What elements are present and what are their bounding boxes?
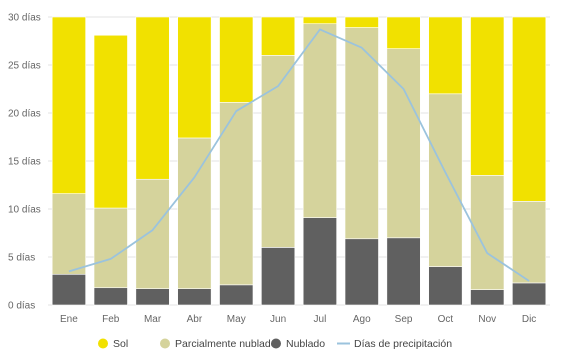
legend-label: Sol [113,338,128,350]
bar-parcialmente-nublado-sep [386,48,421,239]
x-tick-label: Dic [522,314,536,325]
x-tick-label: Nov [478,314,496,325]
bar-parcialmente-nublado-jun [261,55,296,248]
x-axis-ticks: Ene Feb Mar Abr May Jun Jul Ago Sep Oct Nov Dic [60,314,536,325]
bars [51,16,547,306]
legend-label: Parcialmente nublado [175,338,277,350]
bar-parcialmente-nublado-abr [177,137,212,289]
bar-parcialmente-nublado-ago [344,27,379,240]
y-tick-label: 25 días [8,61,41,72]
bar-sol-feb [93,34,128,209]
bar-sol-oct [428,16,463,95]
bar-parcialmente-nublado-dic [512,201,547,284]
precipitation-line-layer [68,28,530,282]
bar-parcialmente-nublado-may [219,102,254,286]
bar-nublado-mar [135,288,170,306]
y-tick-label: 20 días [8,109,41,120]
bar-nublado-ene [51,273,86,306]
bar-nublado-oct [428,266,463,306]
y-tick-label: 30 días [8,13,41,24]
bar-sol-may [219,16,254,103]
legend-marker-sol [98,338,108,349]
bar-nublado-jun [261,247,296,306]
x-tick-label: Oct [438,314,454,325]
legend-label: Nublado [286,338,325,350]
legend-label: Días de precipitación [354,338,452,350]
x-tick-label: May [227,314,246,325]
bar-parcialmente-nublado-ene [51,193,86,275]
x-tick-label: Sep [395,314,413,325]
precipitation-days-line [68,28,530,282]
bar-nublado-jul [302,217,337,306]
legend-marker-parcialmente-nublado [160,338,170,349]
x-tick-label: Ago [353,314,371,325]
x-tick-label: Mar [144,314,162,325]
bar-sol-jun [261,16,296,56]
bar-sol-mar [135,16,170,180]
bar-sol-abr [177,16,212,139]
bar-nublado-ago [344,238,379,306]
bar-parcialmente-nublado-mar [135,178,170,289]
bar-nublado-dic [512,282,547,306]
x-tick-label: Jul [314,314,327,325]
bar-nublado-feb [93,287,128,306]
bar-parcialmente-nublado-feb [93,207,128,289]
bar-nublado-may [219,284,254,306]
bar-sol-ene [51,16,86,194]
x-tick-label: Feb [102,314,120,325]
bar-parcialmente-nublado-oct [428,93,463,267]
bar-sol-dic [512,16,547,202]
bar-parcialmente-nublado-jul [302,23,337,218]
x-tick-label: Jun [270,314,286,325]
legend: Sol Parcialmente nublado Nublado Días de pr… [98,338,452,350]
x-tick-label: Ene [60,314,78,325]
y-tick-label: 0 días [8,301,35,312]
y-axis-ticks: 0 días 5 días 10 días 15 días 20 días 25 días… [8,13,41,312]
bar-nublado-sep [386,237,421,306]
grid [48,16,550,306]
y-tick-label: 5 días [8,253,35,264]
x-tick-label: Abr [187,314,203,325]
bar-sol-sep [386,16,421,49]
y-tick-label: 10 días [8,205,41,216]
bar-sol-ago [344,16,379,28]
y-tick-label: 15 días [8,157,41,168]
bar-sol-nov [470,16,505,176]
bar-nublado-nov [470,289,505,306]
bar-nublado-abr [177,288,212,306]
bar-sol-jul [302,16,337,25]
legend-marker-nublado [271,338,281,349]
